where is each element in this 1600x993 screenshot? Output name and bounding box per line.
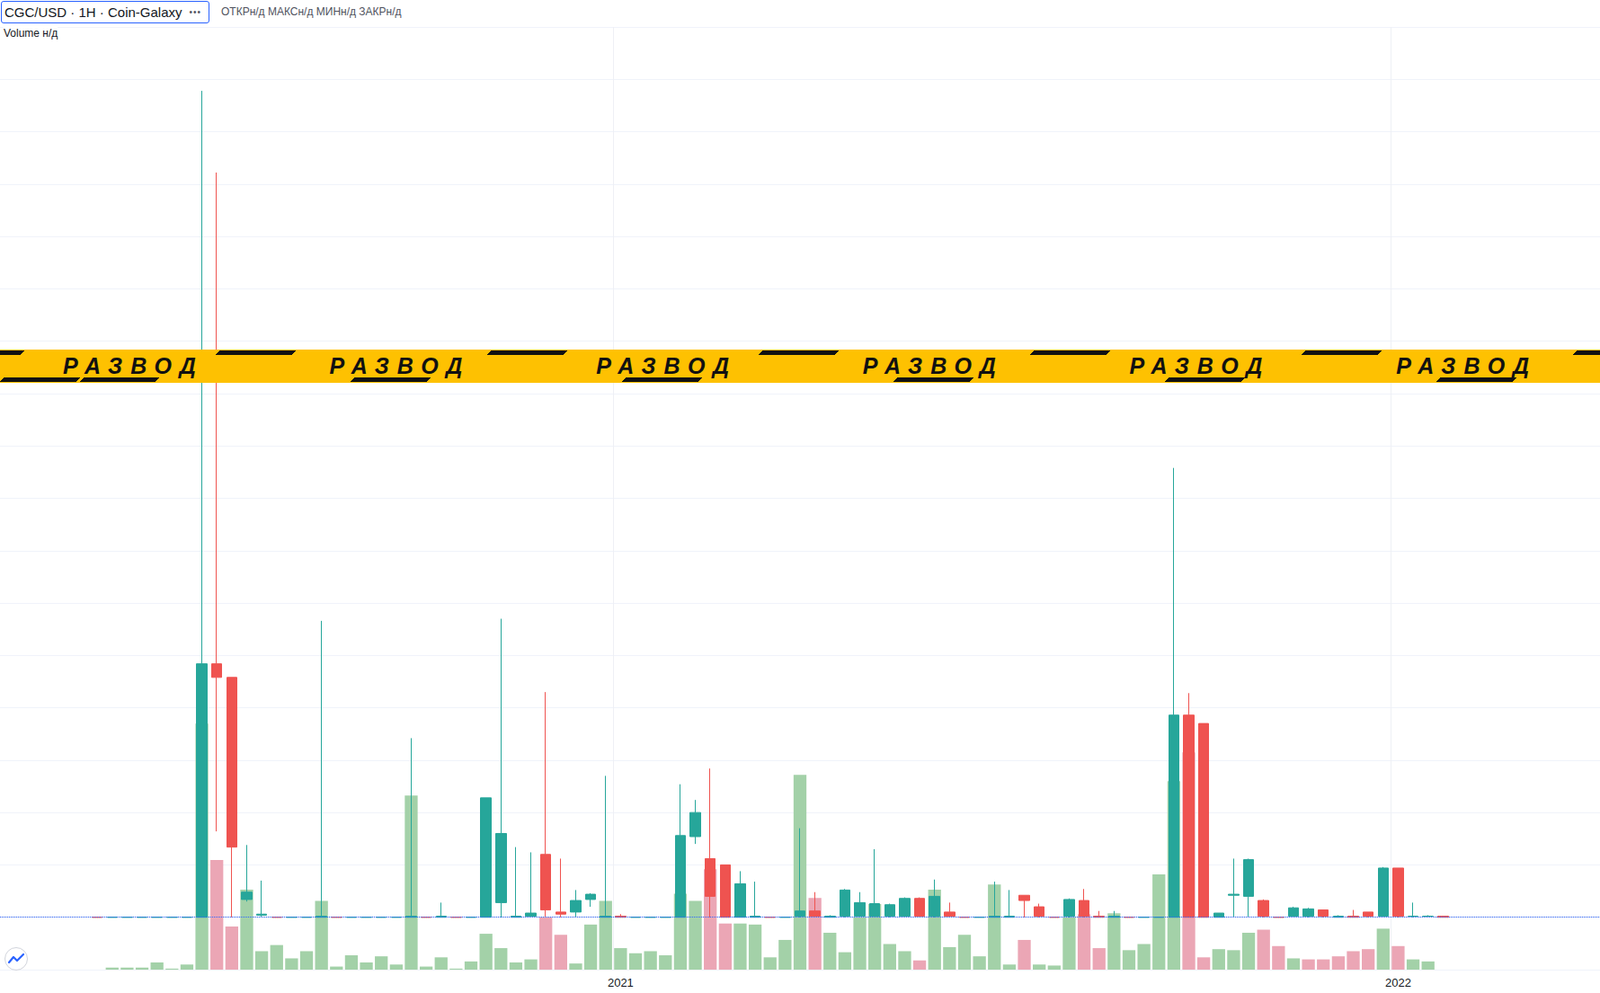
html-text:Volume н/д: Volume н/д (3, 26, 58, 40)
html-text:РАЗВОД: РАЗВОД (62, 353, 204, 379)
html-text:РАЗВОД: РАЗВОД (1396, 353, 1538, 379)
html-text:ОТКРн/д МАКСн/д МИНн/д ЗАКРн/д: ОТКРн/д МАКСн/д МИНн/д ЗАКРн/д (221, 5, 402, 18)
html-text:CGC/USD · 1H · Coin-Galaxy: CGC/USD · 1H · Coin-Galaxy (4, 4, 183, 20)
svg-text:2022: 2022 (1385, 976, 1412, 990)
html-text:РАЗВОД: РАЗВОД (329, 353, 471, 379)
html-text:РАЗВОД: РАЗВОД (862, 353, 1004, 379)
html-text:РАЗВОД: РАЗВОД (596, 353, 738, 379)
svg-text:2021: 2021 (607, 976, 634, 990)
html-text:РАЗВОД: РАЗВОД (1129, 353, 1271, 379)
